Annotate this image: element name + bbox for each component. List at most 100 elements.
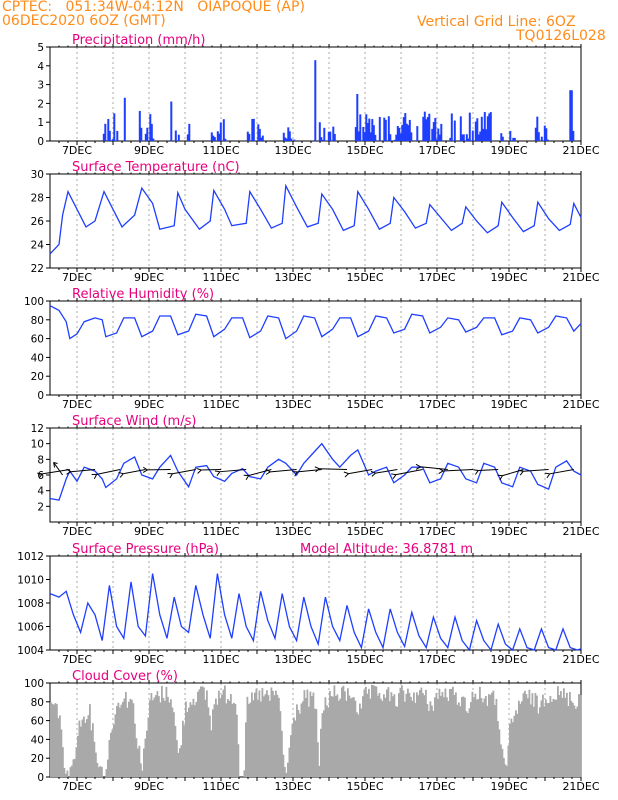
precip-bar — [501, 136, 504, 141]
cloud-bar — [428, 710, 430, 777]
precip-bar — [465, 134, 468, 141]
precip-bar — [287, 127, 290, 141]
cloud-bar — [504, 764, 507, 777]
cloud-bar — [455, 692, 457, 777]
precip-bar — [489, 112, 492, 141]
cloud-bar — [323, 710, 325, 777]
wind-arrowhead — [438, 467, 444, 472]
precip-xtick-label: 17DEC — [418, 144, 455, 157]
press-ytick-label: 1010 — [17, 575, 44, 587]
cloud-bar — [254, 692, 256, 777]
cloud-bar — [360, 708, 363, 777]
cloud-bar — [230, 694, 232, 777]
cloud-bar — [134, 723, 136, 777]
cloud-bar — [339, 698, 342, 777]
cloud-bar — [347, 688, 349, 777]
rh-xtick-label: 7DEC — [62, 398, 92, 411]
wind-arrowhead — [119, 473, 124, 478]
precip-bar — [246, 131, 249, 141]
wind-arrowhead — [214, 470, 220, 473]
cloud-bar — [570, 700, 573, 777]
precip-bar — [399, 133, 402, 141]
precip-bar — [146, 127, 149, 141]
cloud-bar — [534, 693, 537, 777]
temp-ytick-label: 26 — [31, 216, 45, 228]
wind-arrowhead — [265, 471, 271, 475]
wind-arrowhead — [371, 472, 376, 477]
wind-arrow — [96, 469, 121, 475]
precip-bar — [261, 135, 264, 141]
cloud-bar — [248, 703, 250, 777]
cloud-bar — [276, 694, 279, 777]
cloud-bar — [107, 759, 109, 777]
cloud-bar — [471, 691, 474, 777]
cloud-bar — [269, 700, 271, 777]
wind-arrowhead — [66, 468, 72, 473]
cloud-bar — [462, 696, 465, 777]
cloud-bar — [452, 686, 454, 777]
wind-xtick-label: 11DEC — [202, 525, 239, 538]
cloud-bar — [468, 708, 471, 777]
wind-arrowhead — [473, 469, 479, 471]
cloud-bar — [105, 769, 108, 777]
cloud-bar — [375, 686, 378, 777]
precip-bar — [318, 122, 321, 141]
precip-bar — [210, 132, 213, 141]
cloud-bar — [356, 712, 358, 777]
wind-arrowhead — [370, 470, 376, 474]
cloud-bar — [488, 694, 490, 777]
precip-bar — [422, 116, 425, 141]
cloud-bar — [78, 720, 81, 777]
precip-bar — [252, 118, 255, 141]
header-station: CPTEC: 051:34W-04:12N OIAPOQUE (AP) — [2, 0, 305, 15]
wind-frame — [49, 427, 582, 523]
cloud-bar — [299, 713, 301, 777]
precip-bar — [369, 132, 372, 141]
cloud-bar — [77, 735, 79, 777]
cloud-bar — [143, 748, 145, 777]
wind-arrowhead — [37, 472, 43, 475]
cloud-bar — [150, 693, 153, 777]
cloud-bar — [459, 706, 462, 777]
cloud-bar — [167, 696, 169, 777]
wind-arrow — [478, 469, 499, 471]
cloud-bar — [518, 700, 520, 777]
precip-bar — [149, 114, 152, 141]
cloud-bar — [374, 686, 376, 777]
cloud-bar — [153, 697, 156, 777]
precip-bar — [474, 121, 477, 141]
precip-bar — [546, 139, 549, 141]
cloud-bar — [372, 685, 375, 777]
wind-arrowhead — [438, 470, 444, 474]
precip-bar — [111, 139, 114, 141]
cloud-bar — [72, 759, 75, 777]
cloud-bar — [366, 693, 369, 777]
cloud-bar — [480, 697, 483, 777]
precip-bar — [468, 112, 471, 141]
cloud-bar — [185, 701, 187, 777]
precip-bar — [434, 117, 437, 141]
cloud-bar — [312, 692, 315, 777]
cloud-bar — [258, 690, 261, 777]
precip-ytick-label: 5 — [37, 42, 44, 54]
precip-bar — [426, 117, 429, 141]
cloud-bar — [284, 766, 286, 777]
precip-bar — [483, 112, 486, 141]
precip-bar — [378, 116, 381, 141]
precip-xtick-label: 9DEC — [134, 144, 164, 157]
cloud-bar — [215, 698, 217, 777]
cloud-bar — [255, 688, 258, 777]
cloud-bar — [525, 694, 528, 777]
cloud-bar — [566, 692, 568, 777]
wind-series-line — [49, 442, 582, 501]
cloud-bar — [434, 697, 436, 777]
cloud-bar — [528, 689, 531, 777]
cloud-bar — [549, 695, 552, 777]
precip-bar — [116, 130, 119, 141]
cloud-ytick-label: 60 — [31, 716, 44, 728]
cloud-bar — [120, 704, 123, 777]
temp-title: Surface Temperature (nC) — [72, 160, 240, 175]
precip-bar — [477, 134, 480, 141]
precip-bar — [123, 97, 126, 141]
cloud-bar — [546, 703, 549, 777]
